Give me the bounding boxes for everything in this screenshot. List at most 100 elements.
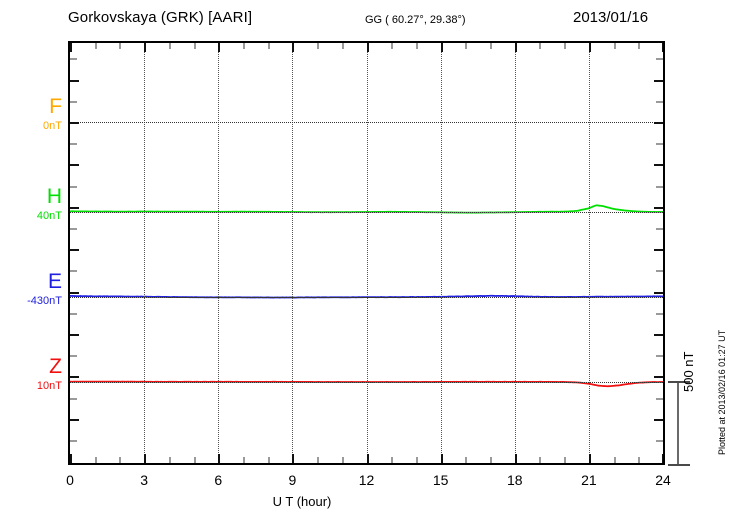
grid-line-vertical [218, 43, 220, 463]
scale-bar-top-cap [668, 381, 690, 383]
y-axis-tick-right [656, 58, 663, 61]
x-axis-tick-bottom [218, 454, 221, 463]
y-axis-tick-right [654, 334, 663, 336]
x-axis-tick-top [70, 43, 72, 52]
x-axis-tick-top [317, 43, 320, 49]
x-axis-tick-bottom [465, 457, 468, 463]
x-axis-tick-bottom [366, 454, 369, 463]
x-axis-title-text: U T (hour) [272, 494, 332, 509]
x-axis-tick-top [588, 43, 591, 52]
x-axis-tick-bottom [94, 457, 97, 463]
component-letter-f: F [49, 95, 62, 118]
x-axis-tick-bottom [662, 454, 663, 463]
component-letter-e: E [47, 270, 62, 293]
component-letter-z: Z [49, 355, 62, 378]
y-axis-tick-left [70, 79, 79, 82]
x-axis-tick-label: 9 [288, 472, 297, 488]
x-axis-tick-top [341, 43, 344, 49]
y-axis-tick-left [70, 291, 79, 294]
y-axis-tick-left [70, 185, 77, 188]
x-axis-tick-top [366, 43, 369, 52]
x-axis-tick-top [94, 43, 97, 49]
grid-line-vertical [366, 43, 368, 463]
y-axis-tick-right [656, 228, 663, 230]
y-axis-tick-left [70, 249, 79, 252]
observation-date: 2013/01/16 [573, 9, 649, 26]
component-value-e: -430nT [27, 295, 62, 307]
x-axis-tick-top [539, 43, 542, 49]
y-axis-tick-left [70, 143, 77, 146]
grid-line-vertical [514, 43, 516, 463]
y-axis-tick-left [70, 270, 77, 273]
y-axis-tick-left [70, 334, 79, 336]
x-axis-tick-bottom [242, 457, 245, 463]
x-axis-tick-top [490, 43, 493, 49]
x-axis-tick-bottom [168, 457, 171, 463]
y-axis-tick-right [656, 143, 663, 146]
plot-inner [70, 43, 663, 463]
x-axis-tick-label: 12 [358, 472, 375, 488]
amplitude-scale-bar [668, 381, 690, 466]
y-axis-tick-right [656, 440, 663, 442]
x-axis-tick-bottom [490, 457, 493, 463]
x-axis-tick-label: 6 [214, 472, 223, 488]
x-axis-tick-bottom [564, 457, 567, 463]
y-axis-tick-right [656, 185, 663, 188]
x-axis-tick-top [564, 43, 567, 49]
x-axis-tick-bottom [292, 454, 295, 463]
x-axis-tick-bottom [341, 457, 344, 463]
component-label-h: H 40nT [0, 186, 62, 222]
x-axis-tick-bottom [588, 454, 591, 463]
x-axis-tick-top [144, 43, 147, 52]
y-axis-tick-left [70, 355, 77, 358]
y-axis-tick-right [654, 206, 663, 209]
x-axis-tick-bottom [613, 457, 616, 463]
baseline-z [70, 382, 663, 383]
x-axis-tick-top [292, 43, 295, 52]
x-axis-tick-bottom [514, 454, 517, 463]
x-axis-tick-top [514, 43, 517, 52]
x-axis-tick-label: 0 [66, 472, 74, 488]
page-title: Gorkovskaya (GRK) [AARI] [68, 9, 253, 26]
y-axis-tick-right [654, 376, 663, 379]
component-value-h: 40nT [36, 210, 62, 222]
component-label-f: F 0nT [0, 96, 62, 132]
y-axis-tick-left [70, 228, 77, 230]
x-axis-tick-top [440, 43, 443, 52]
component-value-z: 10nT [36, 380, 62, 392]
y-axis-tick-right [656, 270, 663, 273]
y-axis-tick-left [70, 440, 77, 442]
component-letter-h: H [46, 185, 62, 208]
component-value-f: 0nT [43, 120, 62, 132]
x-axis-tick-bottom [638, 457, 641, 463]
x-axis-tick-bottom [267, 457, 270, 463]
x-axis-tick-top [119, 43, 122, 49]
x-axis-tick-label: 18 [506, 472, 523, 488]
x-axis-tick-top [415, 43, 418, 49]
x-axis-tick-bottom [144, 454, 147, 463]
y-axis-tick-right [656, 355, 663, 358]
y-axis-tick-right [654, 79, 663, 82]
y-axis-tick-left [70, 164, 79, 167]
y-axis-tick-right [654, 122, 663, 124]
y-axis-tick-right [654, 164, 663, 167]
x-axis-tick-bottom [119, 457, 122, 463]
grid-line-vertical [440, 43, 442, 463]
grid-line-vertical [292, 43, 294, 463]
x-axis-tick-bottom [193, 457, 196, 463]
x-axis-tick-label: 21 [581, 472, 597, 488]
y-axis-tick-right [654, 418, 663, 421]
grid-line-vertical [588, 43, 590, 463]
y-axis-tick-left [70, 376, 79, 379]
x-axis-tick-top [638, 43, 641, 49]
y-axis-tick-left [70, 397, 77, 400]
x-axis-tick-label: 15 [432, 472, 449, 488]
scale-bar-bottom-cap [668, 464, 690, 466]
x-axis-tick-bottom [539, 457, 542, 463]
y-axis-tick-right [656, 100, 663, 103]
x-axis-tick-top [218, 43, 221, 52]
x-axis-tick-top [193, 43, 196, 49]
baseline-h [70, 212, 663, 213]
geographic-coordinates: GG ( 60.27°, 29.38°) [365, 14, 466, 26]
